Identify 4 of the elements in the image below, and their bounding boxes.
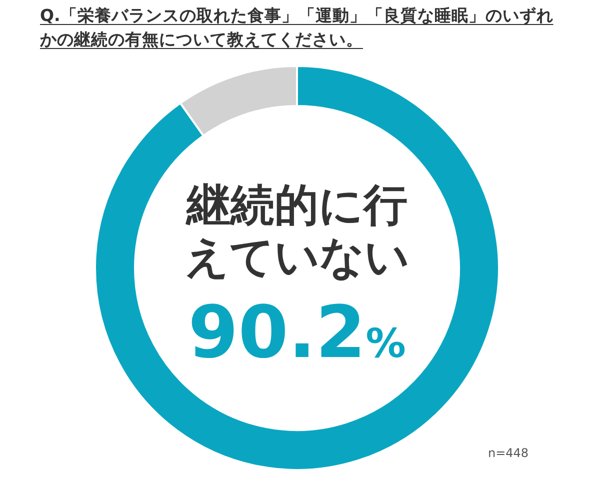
data-label: 90.2% <box>188 290 406 374</box>
chart-title: Q.「栄養バランスの取れた食事」「運動」「良質な睡眠」のいずれかの継続の有無について教えてください。 <box>40 5 554 51</box>
slice-label: 継続的に行えていない <box>184 180 410 284</box>
text: n=448 <box>488 446 529 460</box>
